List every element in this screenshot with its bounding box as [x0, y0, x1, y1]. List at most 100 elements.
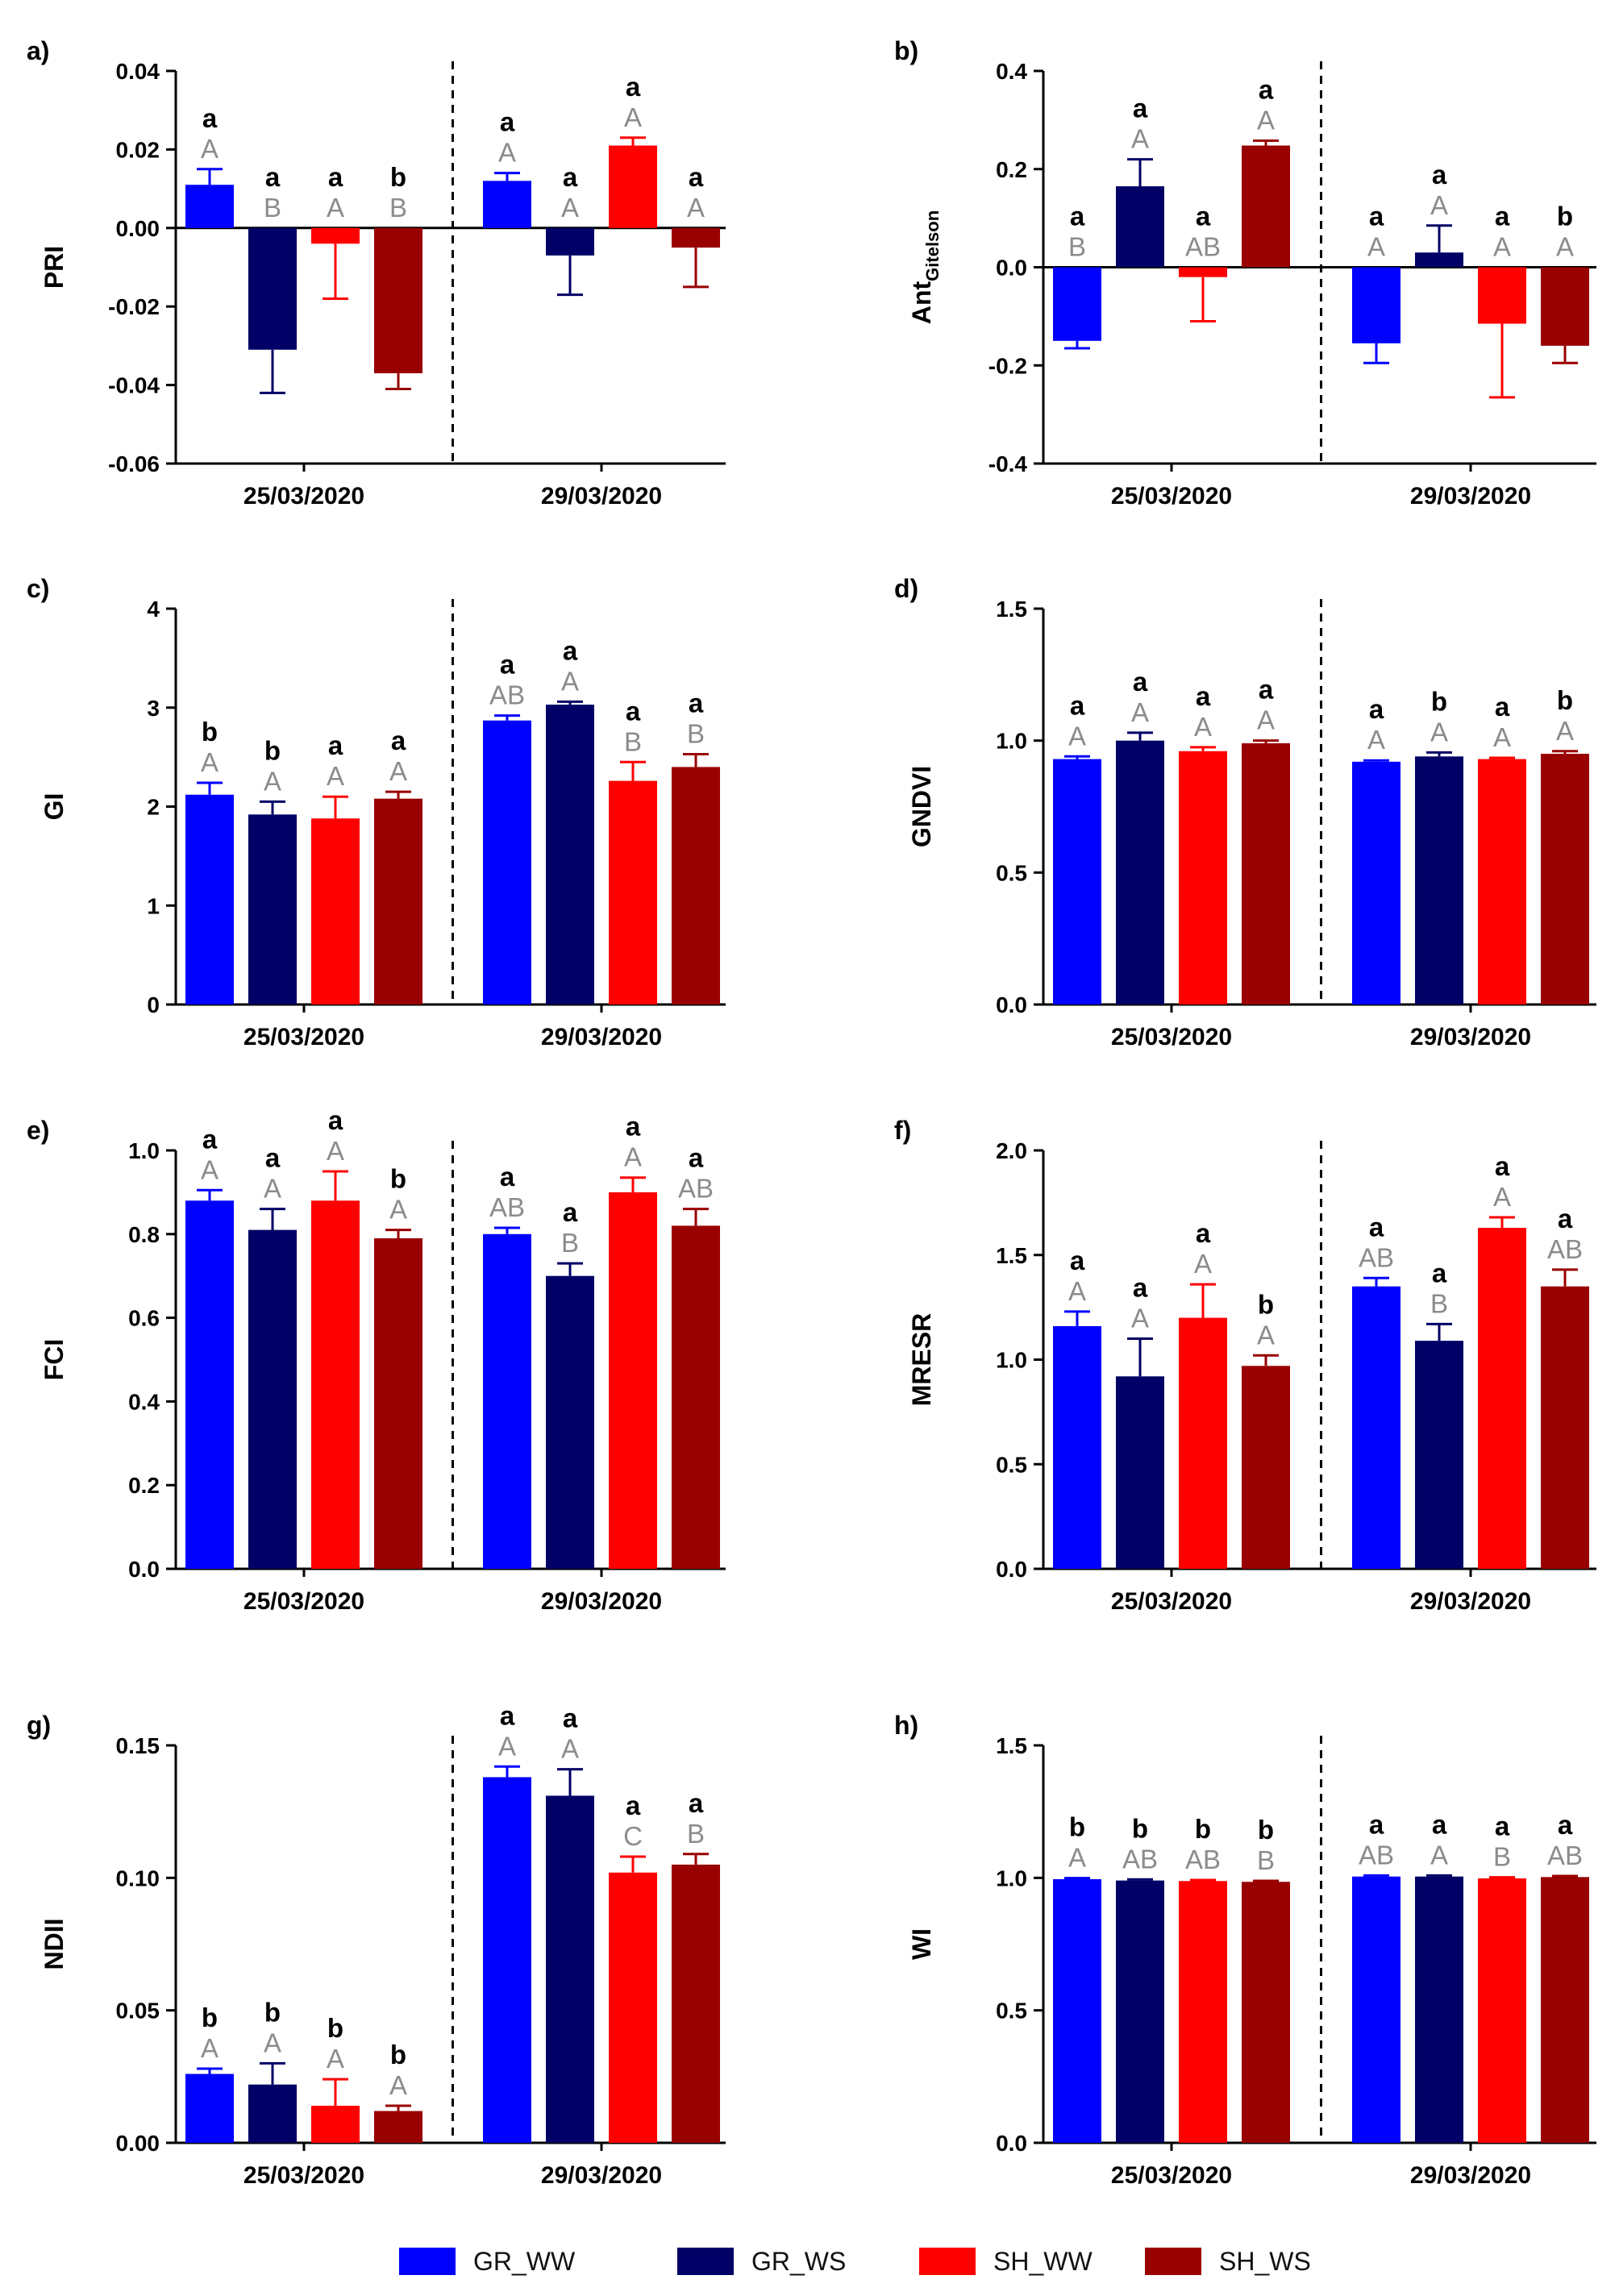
panel-d-ylabel: GNDVI — [907, 766, 936, 847]
panel-c-group-letter-upper: A — [201, 747, 219, 777]
panel-a-bar-gr_ws — [546, 228, 594, 256]
panel-b-group-letter-upper: AB — [1185, 232, 1221, 262]
panel-g-bar-gr_ww — [483, 1777, 531, 2143]
legend-item-sh-ww: SH_WW — [919, 2237, 1093, 2286]
panel-a-bar-sh_ww — [609, 146, 657, 228]
panel-f-group-letter-upper: A — [1493, 1182, 1511, 1212]
panel-e-group-letter-upper: AB — [678, 1174, 714, 1204]
panel-f-bar-sh_ws — [1541, 1287, 1589, 1569]
panel-f-label: f) — [894, 1116, 911, 1145]
panel-b-group-letter-upper: A — [1493, 232, 1511, 262]
panel-a-group-letter-upper: B — [389, 193, 407, 223]
panel-d-group-letter-upper: A — [1430, 717, 1448, 747]
panel-b-category-label: 25/03/2020 — [1111, 483, 1232, 510]
panel-b-label: b) — [894, 36, 918, 65]
panel-a-group-letter-lower: a — [689, 162, 704, 192]
panel-e-group-letter-upper: A — [264, 1174, 281, 1204]
panel-e-ytick-label: 0.2 — [128, 1473, 160, 1498]
panel-g-bar-sh_ws — [374, 2111, 422, 2143]
panel-c-group-letter-upper: A — [561, 666, 579, 696]
panel-b-bar-sh_ww — [1179, 268, 1227, 277]
panel-a-ytick-label: -0.06 — [108, 451, 160, 476]
panel-c-group-letter-upper: B — [687, 718, 705, 748]
panel-b-ytick-label: 0.0 — [996, 256, 1027, 281]
panel-h-group-letter-lower: b — [1258, 1815, 1274, 1845]
panel-a-group-letter-upper: A — [687, 193, 705, 223]
panel-g-bar-gr_ww — [185, 2074, 234, 2143]
panel-a-group-letter-lower: a — [202, 103, 218, 133]
panel-c-bar-sh_ws — [672, 767, 720, 1004]
panel-h-ytick-label: 0.0 — [996, 2131, 1027, 2156]
panel-h-group-letter-lower: b — [1195, 1814, 1211, 1844]
panel-h-ylabel: WI — [907, 1928, 936, 1960]
panel-b-group-letter-lower: a — [1196, 202, 1211, 231]
panel-a-group-letter-lower: b — [390, 162, 406, 192]
panel-b-group-letter-lower: a — [1432, 160, 1447, 189]
panel-e-ylabel: FCI — [40, 1339, 69, 1381]
legend-item-gr-ww: GR_WW — [399, 2237, 575, 2286]
panel-h-group-letter-lower: b — [1132, 1813, 1148, 1843]
panel-b-group-letter-upper: A — [1367, 232, 1385, 262]
panel-g-group-letter-upper: B — [687, 1819, 705, 1849]
panel-a-group-letter-lower: a — [265, 162, 281, 192]
panel-f-group-letter-upper: A — [1068, 1276, 1086, 1306]
panel-e-bar-gr_ww — [185, 1200, 234, 1569]
panel-g-group-letter-upper: A — [201, 2033, 219, 2063]
panel-h-group-letter-upper: B — [1257, 1845, 1275, 1875]
panel-e-group-letter-lower: a — [202, 1124, 218, 1154]
panel-h-bar-gr_ws — [1415, 1877, 1463, 2143]
panel-d-ytick-label: 1.5 — [996, 597, 1027, 622]
panel-f-group-letter-lower: a — [1369, 1212, 1384, 1242]
panel-f-category-label: 29/03/2020 — [1410, 1588, 1531, 1615]
panel-h-group-letter-upper: A — [1430, 1840, 1448, 1870]
panel-a-ytick-label: 0.00 — [116, 216, 160, 241]
panel-e-bar-sh_ws — [672, 1225, 720, 1569]
panel-g-label: g) — [27, 1711, 51, 1740]
panel-c-group-letter-lower: b — [202, 717, 218, 747]
panel-a-category-label: 25/03/2020 — [243, 483, 364, 510]
panel-b-bar-gr_ww — [1053, 268, 1101, 341]
panel-b-group-letter-lower: a — [1070, 202, 1085, 231]
panel-f-ytick-label: 1.0 — [996, 1348, 1027, 1373]
panel-f-bar-sh_ws — [1242, 1366, 1290, 1569]
panel-f-group-letter-lower: a — [1196, 1218, 1211, 1248]
panel-b-category-label: 29/03/2020 — [1410, 483, 1531, 510]
panel-a-ytick-label: -0.02 — [108, 294, 160, 319]
panel-h-group-letter-lower: a — [1495, 1811, 1510, 1841]
panel-c-group-letter-upper: A — [389, 756, 407, 786]
panel-h-ytick-label: 0.5 — [996, 1999, 1027, 2024]
panel-h-bar-sh_ws — [1541, 1877, 1589, 2143]
panel-g-bar-sh_ww — [609, 1873, 657, 2143]
panel-f-ytick-label: 1.5 — [996, 1243, 1027, 1268]
panel-c-group-letter-lower: a — [563, 635, 578, 665]
panel-c-ytick-label: 2 — [147, 795, 160, 820]
panel-e-ytick-label: 0.0 — [128, 1557, 160, 1582]
panel-e-group-letter-upper: AB — [489, 1192, 525, 1222]
panel-g-group-letter-upper: C — [623, 1821, 643, 1851]
panel-f-group-letter-lower: a — [1133, 1273, 1148, 1303]
panel-a-group-letter-lower: a — [563, 162, 578, 192]
panel-d-bar-sh_ws — [1242, 743, 1290, 1004]
panel-e-group-letter-upper: A — [327, 1136, 344, 1166]
panel-h-group-letter-upper: A — [1068, 1843, 1086, 1873]
panel-b-group-letter-lower: b — [1557, 202, 1573, 231]
legend-swatch-sh-ws — [1145, 2248, 1201, 2275]
panel-g-group-letter-lower: a — [689, 1788, 704, 1818]
panel-b-group-letter-upper: B — [1068, 232, 1086, 262]
panel-d-group-letter-upper: A — [1257, 705, 1275, 735]
panel-a-bar-sh_ww — [311, 228, 360, 243]
panel-c-ytick-label: 1 — [147, 893, 160, 918]
legend-label-sh-ws: SH_WS — [1219, 2247, 1311, 2277]
panel-d-group-letter-lower: a — [1369, 694, 1384, 724]
panel-h-bar-sh_ws — [1242, 1882, 1290, 2143]
panel-a-group-letter-lower: a — [500, 107, 515, 137]
panel-h-group-letter-lower: a — [1369, 1809, 1384, 1839]
panel-b-ytick-label: -0.4 — [988, 451, 1028, 476]
panel-c-group-letter-lower: a — [689, 688, 704, 718]
panel-h-group-letter-upper: AB — [1185, 1845, 1221, 1874]
panel-d-bar-gr_ww — [1053, 759, 1101, 1004]
panel-d-group-letter-upper: A — [1068, 721, 1086, 751]
panel-f-group-letter-upper: AB — [1359, 1242, 1394, 1272]
panel-d-bar-sh_ww — [1179, 751, 1227, 1004]
panel-c-group-letter-lower: a — [328, 730, 343, 760]
